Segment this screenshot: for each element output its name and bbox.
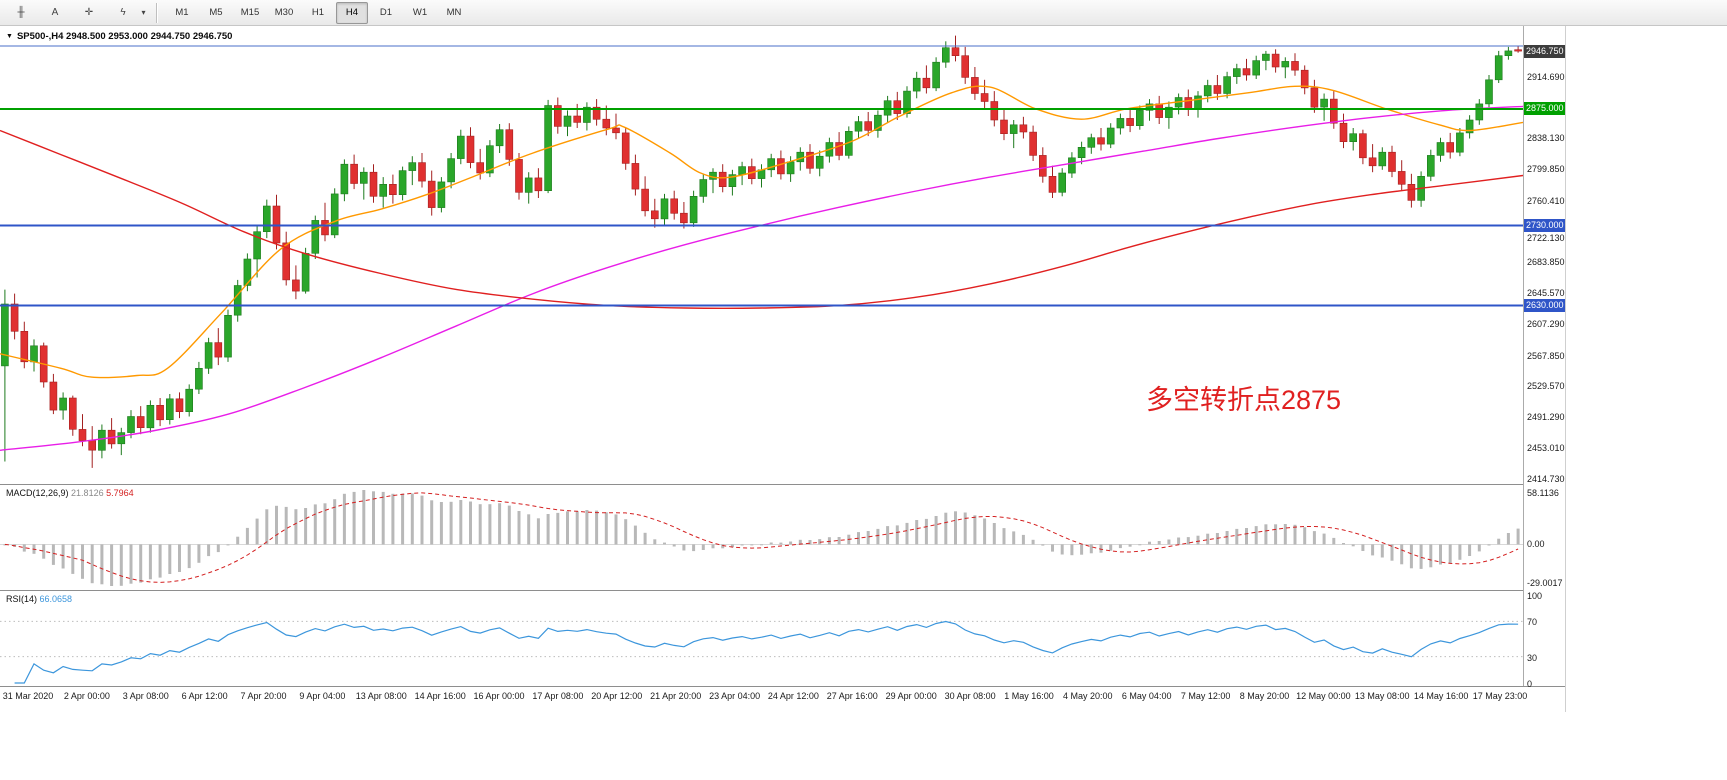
time-axis-label: 14 May 16:00 — [1413, 691, 1469, 701]
price-axis-label: 2838.130 — [1527, 133, 1565, 144]
price-axis-label: 2453.010 — [1527, 442, 1565, 453]
time-axis-label: 29 Apr 00:00 — [885, 691, 937, 701]
time-axis-label: 3 Apr 08:00 — [122, 691, 169, 701]
rsi-axis-label: 70 — [1527, 617, 1538, 628]
timeframe-button-m30[interactable]: M30 — [274, 7, 294, 18]
candles-layer — [1, 35, 1522, 468]
panel-separator[interactable] — [0, 484, 1565, 486]
timeframe-button-m1[interactable]: M1 — [175, 7, 189, 18]
timeframe-button-mn[interactable]: MN — [446, 7, 462, 18]
rsi-axis-label: 0 — [1527, 679, 1533, 689]
main-chart-canvas[interactable] — [0, 26, 1523, 484]
line-studies-icon[interactable]: ϟ — [120, 7, 126, 18]
time-axis-label: 6 May 04:00 — [1121, 691, 1172, 701]
toolbar-icon-group: ╫ A ✛ ϟ ▾ — [4, 2, 151, 24]
chart-window[interactable]: ▼ SP500-,H4 2948.500 2953.000 2944.750 29… — [0, 26, 1566, 712]
timeframe-button-h4[interactable]: H4 — [336, 1, 368, 24]
timeframe-button-w1[interactable]: W1 — [412, 7, 428, 18]
macd-histogram — [3, 490, 1520, 586]
time-axis-label: 4 May 20:00 — [1063, 691, 1113, 701]
current-price-badge: 2946.750 — [1524, 44, 1565, 58]
timeframe-button-d1[interactable]: D1 — [379, 7, 393, 18]
timeframe-button-group: M1 M5 M15 M30 H1 H4 D1 W1 MN — [165, 1, 471, 24]
rsi-name: RSI(14) — [6, 594, 38, 604]
timeframe-button-h1[interactable]: H1 — [311, 7, 325, 18]
chart-title: ▼ SP500-,H4 2948.500 2953.000 2944.750 29… — [6, 31, 232, 42]
macd-main-value: 21.8126 — [71, 488, 104, 498]
time-axis-label: 9 Apr 04:00 — [299, 691, 346, 701]
macd-axis-zero: 0.00 — [1527, 539, 1545, 550]
blue-line-badge-2730: 2730.000 — [1524, 218, 1565, 232]
dropdown-caret-icon[interactable]: ▾ — [141, 8, 146, 17]
timeframe-button-m15[interactable]: M15 — [240, 7, 260, 18]
time-axis-label: 20 Apr 12:00 — [591, 691, 643, 701]
macd-panel-canvas[interactable] — [0, 486, 1523, 590]
time-axis-label: 12 May 00:00 — [1296, 691, 1351, 701]
symbol-ohlc-readout: SP500-,H4 2948.500 2953.000 2944.750 294… — [16, 31, 233, 42]
time-axis-label: 21 Apr 20:00 — [650, 691, 702, 701]
time-axis-label: 30 Apr 08:00 — [944, 691, 996, 701]
time-axis-label: 7 May 12:00 — [1180, 691, 1231, 701]
moving-averages-layer — [0, 85, 1523, 451]
time-axis-label: 17 Apr 08:00 — [532, 691, 584, 701]
rsi-panel-canvas[interactable] — [0, 592, 1523, 686]
rsi-value: 66.0658 — [39, 594, 73, 604]
ma-slow-magenta — [0, 105, 1523, 451]
price-axis-label: 2760.410 — [1527, 195, 1565, 206]
text-tool-icon[interactable]: A — [51, 7, 59, 18]
macd-signal-line — [4, 492, 1519, 583]
price-axis-label: 2722.130 — [1527, 232, 1565, 243]
macd-label: MACD(12,26,9) 21.8126 5.7964 — [6, 488, 134, 498]
time-axis-label: 24 Apr 12:00 — [767, 691, 819, 701]
macd-signal-value: 5.7964 — [106, 488, 134, 498]
crosshair-tool-icon[interactable]: ✛ — [84, 7, 94, 18]
macd-axis-bottom: -29.0017 — [1527, 578, 1563, 588]
macd-name: MACD(12,26,9) — [6, 488, 69, 498]
timeframe-button-m5[interactable]: M5 — [209, 7, 223, 18]
price-axis[interactable] — [1523, 26, 1565, 686]
blue-line-badge-2630: 2630.000 — [1524, 299, 1565, 313]
horizontal-lines-layer[interactable] — [0, 45, 1523, 307]
time-axis-label: 2 Apr 00:00 — [63, 691, 110, 701]
time-axis-label: 17 May 23:00 — [1472, 691, 1528, 701]
time-axis-label: 31 Mar 2020 — [2, 691, 54, 701]
time-axis-label: 13 Apr 08:00 — [355, 691, 407, 701]
time-axis-label: 13 May 08:00 — [1354, 691, 1410, 701]
rsi-line — [14, 620, 1519, 684]
chart-annotation-text[interactable]: 多空转折点2875 — [1146, 385, 1342, 415]
time-axis-label: 16 Apr 00:00 — [473, 691, 525, 701]
time-axis-label: 14 Apr 16:00 — [414, 691, 466, 701]
price-axis-label: 2414.730 — [1527, 473, 1565, 484]
macd-axis-top: 58.1136 — [1527, 488, 1559, 498]
rsi-axis-label: 30 — [1527, 652, 1538, 663]
toolbar: ╫ A ✛ ϟ ▾ M1 M5 M15 M30 H1 H4 D1 W1 MN — [0, 0, 1727, 26]
time-axis-label: 6 Apr 12:00 — [181, 691, 228, 701]
price-axis-label: 2529.570 — [1527, 381, 1565, 392]
time-axis-label: 27 Apr 16:00 — [826, 691, 878, 701]
chart-tool-icon[interactable]: ╫ — [17, 7, 25, 18]
price-axis-label: 2914.690 — [1527, 71, 1565, 82]
rsi-axis-label: 100 — [1527, 591, 1543, 601]
price-axis-label: 2645.570 — [1527, 288, 1565, 299]
price-axis-label: 2799.850 — [1527, 164, 1565, 175]
time-axis-label: 23 Apr 04:00 — [709, 691, 761, 701]
price-axis-label: 2567.850 — [1527, 350, 1565, 361]
panel-separator[interactable] — [0, 590, 1565, 592]
time-axis-label: 1 May 16:00 — [1004, 691, 1054, 701]
green-line-badge: 2875.000 — [1524, 102, 1565, 116]
price-axis-label: 2607.290 — [1527, 318, 1565, 329]
ma-fast-orange — [0, 85, 1523, 379]
time-axis-label: 8 May 20:00 — [1239, 691, 1290, 701]
time-axis-border — [0, 686, 1565, 687]
price-axis-label: 2683.850 — [1527, 257, 1565, 268]
time-axis-label: 7 Apr 20:00 — [240, 691, 287, 701]
symbol-marker-icon: ▼ — [6, 33, 13, 40]
toolbar-separator — [156, 2, 158, 23]
ma-long-red — [0, 129, 1523, 309]
price-axis-label: 2491.290 — [1527, 412, 1565, 423]
rsi-label: RSI(14) 66.0658 — [6, 594, 72, 604]
